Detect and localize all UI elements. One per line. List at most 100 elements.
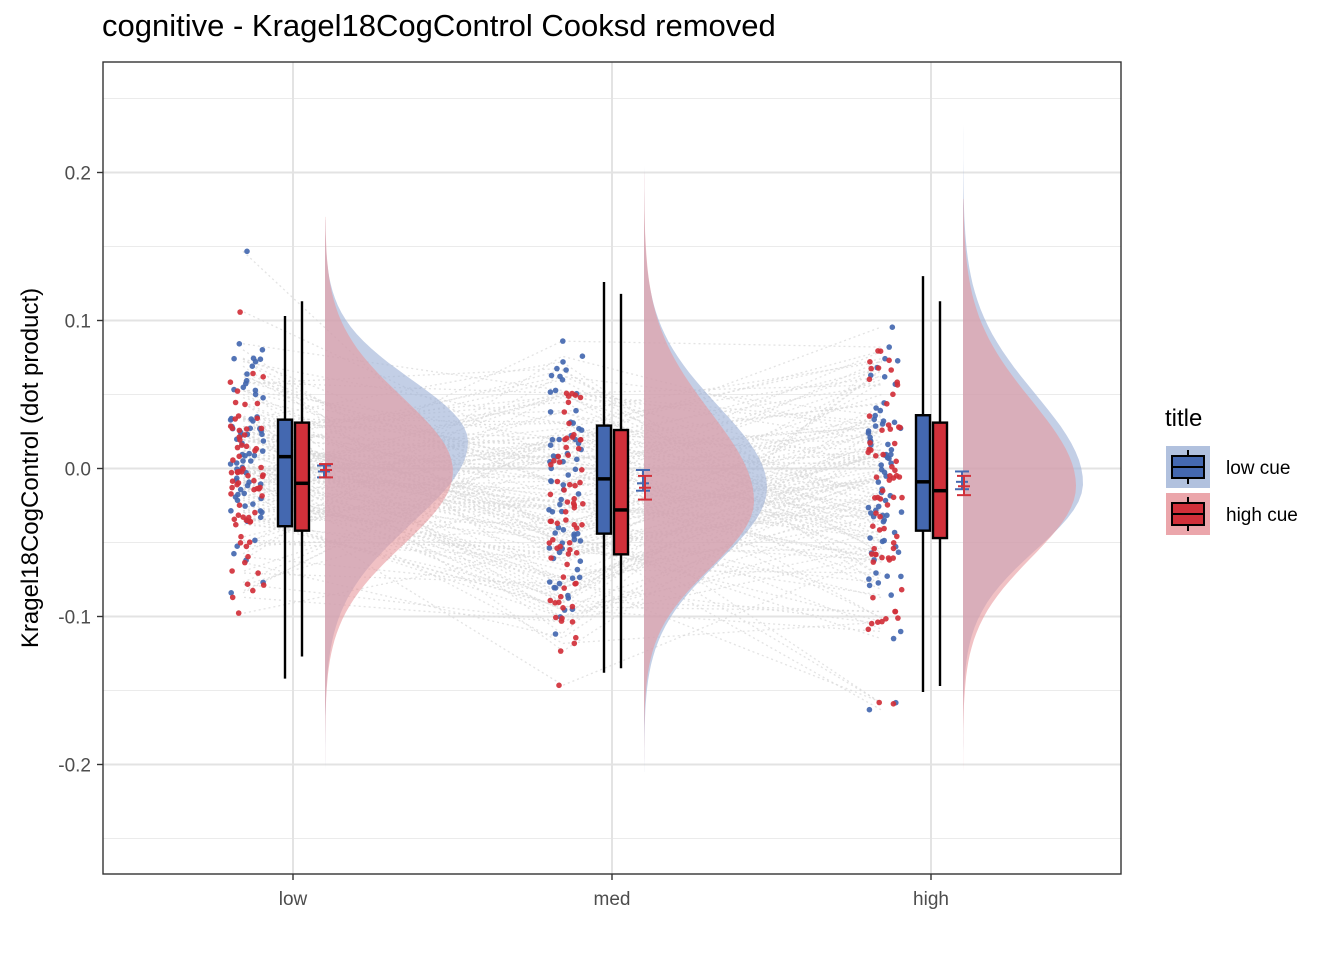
data-point (893, 472, 900, 479)
data-point (571, 431, 577, 438)
data-point (579, 467, 585, 473)
data-point (558, 496, 564, 503)
data-point (576, 574, 583, 581)
data-point (232, 399, 239, 406)
data-point (558, 593, 564, 600)
data-point (560, 605, 566, 611)
connector-line (242, 493, 882, 574)
data-point (868, 620, 875, 627)
density-high-cue-high (963, 199, 1076, 787)
data-point (551, 584, 557, 591)
data-point (547, 442, 554, 449)
mean-errorbars (317, 463, 971, 501)
data-point (235, 480, 242, 486)
data-point (547, 389, 554, 395)
data-point (874, 494, 881, 501)
connector-line (242, 361, 882, 518)
data-point (250, 587, 256, 594)
data-point (867, 359, 873, 365)
data-point (235, 610, 242, 616)
data-point (885, 555, 892, 561)
data-point (577, 437, 584, 443)
data-point (241, 432, 248, 438)
data-point (232, 494, 239, 500)
data-point (574, 456, 580, 463)
data-point (552, 600, 558, 606)
errorbar-low-cue-high (955, 470, 969, 491)
data-point (580, 501, 586, 507)
data-point (259, 493, 265, 499)
data-point (865, 428, 872, 434)
data-point (255, 570, 261, 576)
connector-line (242, 410, 882, 599)
data-point (577, 394, 584, 401)
data-point (884, 502, 891, 508)
data-point (894, 358, 901, 364)
data-point (563, 367, 569, 373)
connector-line (243, 438, 883, 620)
data-point (234, 388, 241, 394)
data-point (240, 458, 246, 464)
data-point (243, 380, 249, 387)
data-point (866, 576, 872, 582)
errorbar-high-cue-high (957, 474, 971, 497)
data-point (246, 450, 252, 457)
data-point (873, 474, 880, 481)
data-point (554, 545, 560, 551)
data-point (890, 635, 897, 642)
data-point (560, 574, 567, 580)
data-point (228, 508, 234, 514)
density-high-cue-low (325, 216, 453, 772)
data-point (248, 458, 254, 464)
data-point (227, 423, 234, 430)
data-point (873, 510, 879, 516)
data-point (575, 491, 582, 497)
data-point (558, 618, 565, 624)
data-point (884, 573, 890, 579)
data-point (252, 447, 258, 454)
data-point (866, 376, 873, 383)
data-point (884, 512, 890, 519)
data-point (244, 581, 251, 587)
data-point (873, 551, 879, 558)
data-point (554, 520, 561, 527)
connector-line (243, 439, 883, 497)
data-point (879, 618, 885, 625)
data-point (563, 435, 570, 442)
data-point (567, 546, 573, 553)
data-point (565, 399, 572, 406)
data-point (571, 522, 578, 528)
data-point (251, 477, 257, 484)
data-point (252, 391, 259, 398)
data-point (895, 549, 902, 555)
data-point (898, 509, 905, 515)
data-point (554, 365, 560, 372)
data-point (579, 353, 586, 360)
data-point (260, 374, 267, 380)
connector-line (242, 427, 882, 554)
data-point (254, 415, 261, 422)
data-point (250, 370, 256, 377)
data-point (233, 460, 240, 466)
data-point (866, 706, 873, 713)
data-point (548, 555, 554, 561)
box (914, 414, 932, 532)
data-point (879, 427, 885, 434)
data-point (566, 540, 573, 546)
data-point (573, 634, 579, 641)
data-point (875, 619, 881, 625)
data-point (577, 479, 583, 486)
data-point (873, 453, 879, 459)
data-point (897, 628, 904, 635)
data-point (876, 699, 882, 706)
data-point (560, 338, 566, 344)
data-point (231, 355, 237, 362)
data-point (246, 539, 253, 545)
data-point (873, 570, 879, 576)
data-point (875, 580, 882, 586)
data-point (567, 481, 573, 488)
data-point (888, 447, 895, 453)
data-point (867, 535, 873, 541)
connector-line (242, 365, 882, 583)
